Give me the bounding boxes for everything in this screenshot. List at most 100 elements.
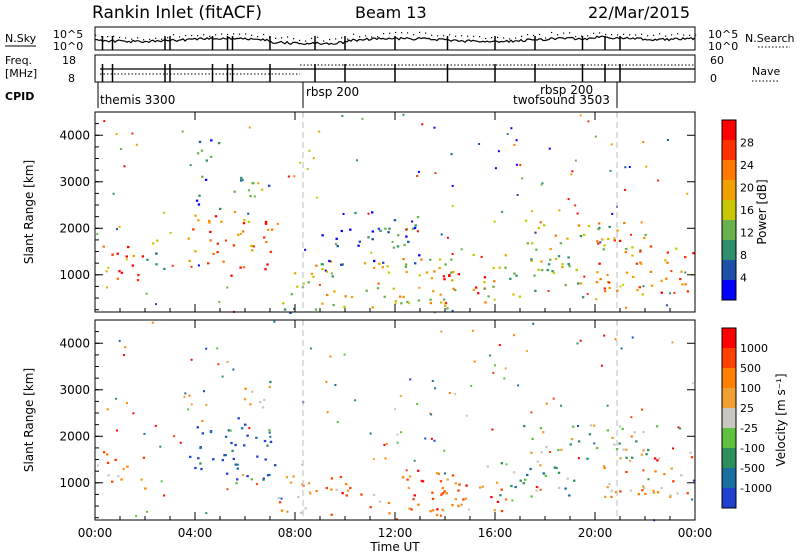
nsearch-dot (611, 34, 613, 36)
data-cell (207, 220, 211, 223)
data-cell (438, 266, 441, 270)
noise-cell (420, 479, 423, 482)
data-cell (535, 248, 538, 251)
nsearch-dot (617, 34, 619, 36)
noise-cell (416, 403, 419, 405)
nsearch-dot (599, 32, 601, 34)
data-cell (596, 271, 599, 274)
data-cell (310, 272, 314, 275)
data-cell (336, 245, 339, 248)
noise-cell (325, 380, 328, 383)
data-cell (669, 494, 672, 497)
data-cell (540, 260, 543, 263)
noise-cell (673, 291, 676, 294)
data-cell (236, 478, 239, 481)
data-cell (618, 425, 622, 428)
nave-tick-bottom: 0 (710, 72, 717, 85)
colorbar-segment (722, 220, 736, 241)
data-cell (241, 178, 244, 182)
noise-cell (609, 169, 612, 172)
data-cell (274, 464, 277, 467)
data-cell (539, 427, 543, 430)
data-cell (490, 496, 493, 499)
data-cell (679, 278, 682, 281)
nsearch-dot (395, 31, 397, 34)
data-cell (269, 380, 272, 384)
noise-cell (189, 164, 192, 167)
noise-cell (647, 478, 650, 481)
data-cell (536, 460, 539, 463)
data-cell (510, 484, 513, 488)
nsearch-dot (155, 37, 157, 39)
nsearch-dot (101, 36, 103, 38)
data-cell (554, 257, 558, 261)
colorbar-tick-label: 20 (740, 182, 754, 195)
data-cell (430, 277, 434, 280)
noise-cell (334, 384, 337, 386)
noise-cell (255, 483, 258, 486)
noise-cell (620, 347, 623, 350)
noise-cell (124, 346, 127, 349)
data-cell (266, 474, 270, 477)
data-cell (451, 279, 454, 282)
noise-cell (416, 175, 419, 177)
noise-cell (318, 283, 321, 286)
velocity-y-label: Slant Range [km] (22, 368, 36, 472)
noise-cell (248, 427, 251, 430)
data-cell (343, 305, 346, 308)
data-cell (625, 448, 628, 451)
noise-cell (188, 394, 191, 397)
data-cell (371, 306, 374, 309)
data-cell (557, 471, 561, 474)
data-cell (608, 483, 611, 486)
data-cell (446, 307, 449, 310)
noise-cell (159, 445, 162, 448)
noise-cell (287, 175, 290, 178)
data-cell (237, 417, 240, 420)
data-cell (363, 262, 367, 265)
data-cell (632, 275, 635, 278)
data-cell (131, 264, 134, 267)
data-cell (304, 507, 307, 510)
data-cell (474, 286, 478, 289)
data-cell (421, 480, 425, 483)
data-cell (443, 490, 446, 493)
nsearch-dot (263, 33, 265, 36)
data-cell (232, 244, 236, 247)
noise-cell (679, 427, 682, 430)
data-cell (484, 301, 487, 304)
noise-cell (433, 126, 436, 129)
noise-cell (677, 426, 680, 429)
noise-cell (103, 120, 106, 123)
cpid-label: CPID (5, 90, 34, 103)
cpid-mode-rbsp: rbsp 200 (306, 85, 359, 99)
noise-cell (652, 489, 655, 492)
data-cell (483, 287, 487, 290)
data-cell (663, 473, 666, 476)
data-cell (220, 220, 223, 223)
data-cell (230, 274, 233, 277)
data-cell (243, 444, 246, 447)
data-cell (408, 507, 411, 510)
data-cell (442, 275, 446, 278)
data-cell (619, 457, 622, 460)
data-cell (676, 492, 679, 495)
data-cell (263, 236, 266, 239)
data-cell (623, 221, 626, 225)
data-cell (189, 455, 192, 458)
data-cell (341, 263, 344, 266)
data-cell (429, 510, 432, 513)
nsearch-dot (557, 34, 559, 36)
noise-cell (356, 159, 358, 162)
nsearch-dot (107, 36, 109, 38)
colorbar-tick-label: 500 (740, 362, 761, 375)
y-tick-label: 4000 (59, 128, 90, 142)
colorbar-tick-label: 8 (740, 249, 747, 262)
data-cell (498, 266, 501, 269)
noise-cell (190, 403, 193, 406)
data-cell (239, 266, 242, 269)
data-cell (282, 302, 285, 305)
data-cell (227, 429, 231, 432)
data-cell (603, 290, 607, 293)
nsearch-dot (95, 34, 97, 36)
